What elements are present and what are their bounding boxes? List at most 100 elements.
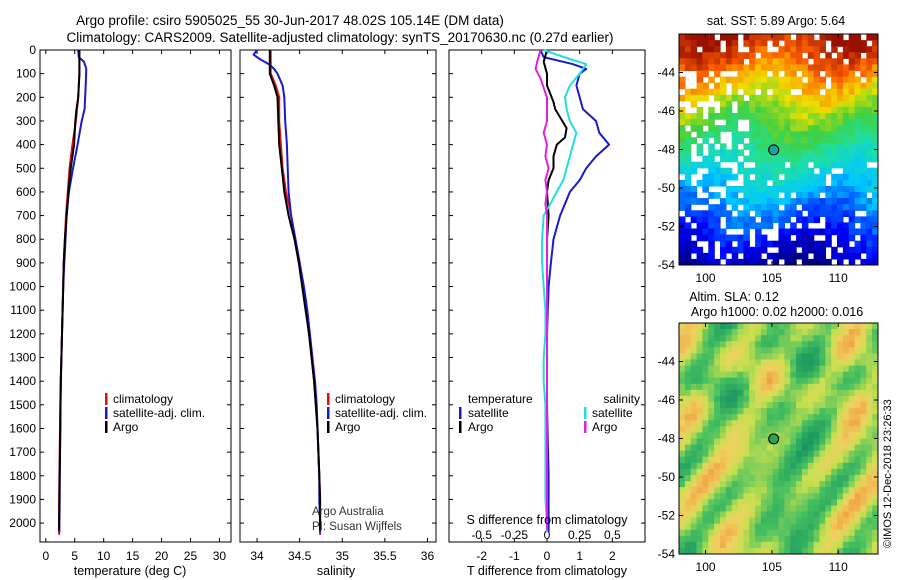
- map-cell: [755, 40, 762, 47]
- map-cell: [725, 341, 733, 348]
- map-cell: [819, 535, 826, 543]
- legend-label-argo: Argo: [335, 420, 361, 434]
- map-cell: [784, 456, 791, 464]
- map-cell: [854, 131, 862, 138]
- map-cell: [848, 210, 856, 217]
- map-cell: [784, 420, 791, 427]
- map-cell: [842, 252, 850, 260]
- map-cell: [725, 167, 733, 175]
- map-cell: [807, 323, 815, 330]
- map-cell: [813, 511, 821, 519]
- map-cell: [854, 389, 862, 397]
- map-cell: [731, 487, 739, 494]
- map-cell: [679, 438, 686, 446]
- map-cell: [684, 456, 692, 464]
- map-cell: [790, 64, 797, 72]
- map-cell: [743, 52, 750, 59]
- map-cell: [837, 395, 844, 403]
- map-cell: [690, 64, 698, 72]
- map-cell: [807, 70, 815, 78]
- map-cell: [819, 450, 826, 458]
- map-cell: [831, 76, 838, 84]
- map-cell: [837, 450, 844, 458]
- map-cell: [866, 204, 873, 211]
- map-cell: [801, 493, 809, 500]
- map-cell: [801, 462, 809, 470]
- map-cell: [749, 481, 756, 488]
- map-cell: [714, 517, 721, 525]
- map-cell: [801, 88, 809, 96]
- map-cell: [778, 462, 785, 470]
- map-cell: [778, 52, 785, 59]
- map-cell: [819, 94, 826, 102]
- map-cell: [848, 535, 856, 543]
- map-cell: [725, 383, 733, 391]
- map-cell: [737, 52, 744, 59]
- map-cell: [720, 402, 727, 409]
- map-cell: [848, 414, 856, 421]
- map-cell: [854, 106, 862, 114]
- map-cell: [801, 58, 809, 65]
- map-cell: [760, 444, 768, 452]
- map-cell: [760, 179, 768, 187]
- map-cell: [714, 341, 721, 348]
- map-cell: [725, 541, 733, 549]
- map-cell: [819, 106, 826, 114]
- map-cell: [737, 535, 744, 543]
- map-cell: [837, 161, 844, 169]
- map-cell: [825, 143, 832, 151]
- map-cell: [755, 246, 762, 254]
- map-cell: [837, 329, 844, 336]
- map-cell: [690, 228, 698, 236]
- map-cell: [813, 547, 821, 554]
- map-cell: [725, 475, 733, 482]
- map-cell: [720, 143, 727, 151]
- map-cell: [837, 58, 844, 65]
- map-cell: [778, 240, 785, 248]
- map-cell: [837, 82, 844, 90]
- map-cell: [696, 432, 704, 440]
- map-cell: [702, 371, 709, 379]
- map-cell: [737, 493, 744, 500]
- map-cell: [854, 252, 862, 260]
- map-cell: [766, 222, 774, 230]
- map-cell: [749, 462, 756, 470]
- map-cell: [749, 475, 756, 482]
- map-cell: [860, 94, 867, 102]
- map-cell: [766, 161, 774, 169]
- map-cell: [778, 408, 785, 415]
- map-cell: [714, 426, 721, 433]
- map-cell: [860, 106, 867, 114]
- map-cell: [696, 82, 704, 90]
- map-cell: [842, 529, 850, 537]
- map-cell: [860, 523, 867, 531]
- map-cell: [696, 64, 704, 72]
- map-cell: [796, 450, 803, 458]
- map-cell: [872, 529, 878, 537]
- map-cell: [755, 547, 762, 554]
- map-cell: [801, 113, 809, 120]
- map-cell: [860, 198, 867, 205]
- map-cell: [690, 529, 698, 537]
- map-cell: [679, 377, 686, 385]
- map-cell: [807, 228, 815, 236]
- y-tick-label: 1300: [9, 351, 36, 365]
- map-cell: [866, 420, 873, 427]
- map-cell: [766, 481, 774, 488]
- map-cell: [807, 444, 815, 452]
- map-cell: [837, 106, 844, 114]
- map-cell: [860, 192, 867, 199]
- map-cell: [848, 377, 856, 385]
- map-cell: [848, 58, 856, 65]
- map-cell: [696, 58, 704, 65]
- map-cell: [731, 523, 739, 531]
- map-cell: [760, 335, 768, 342]
- map-cell: [725, 395, 733, 403]
- map-cell: [720, 52, 727, 59]
- map-cell: [825, 341, 832, 348]
- map-cell: [714, 228, 721, 236]
- map-cell: [872, 426, 878, 433]
- map-cell: [766, 505, 774, 513]
- map-cell: [872, 353, 878, 361]
- map-cell: [848, 137, 856, 144]
